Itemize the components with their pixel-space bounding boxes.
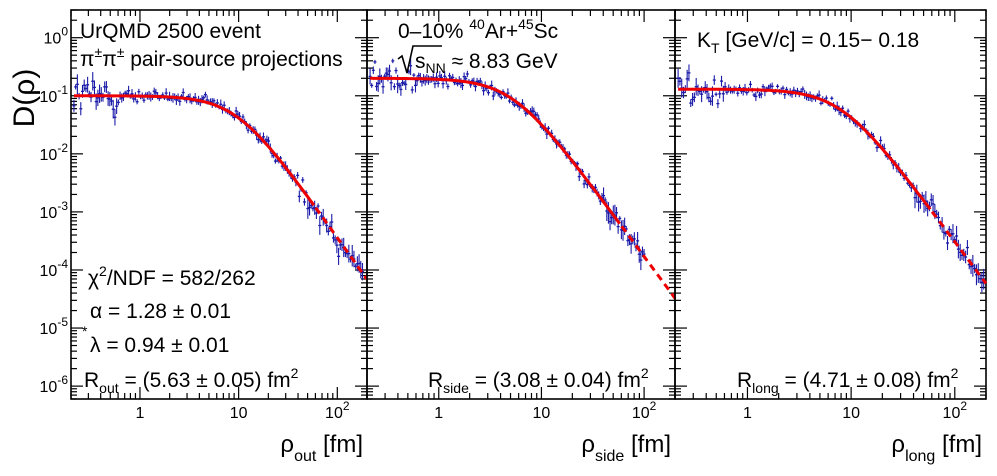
x-tick-label-long: 10 — [842, 405, 860, 422]
y-tick-label: 10-3 — [40, 199, 69, 222]
annot-radius-long: Rlong = (4.71 ± 0.08) fm2 — [737, 365, 959, 396]
fit-curve-long — [678, 87, 932, 211]
annot-lambda-star: * — [82, 323, 88, 339]
y-tick-label: 10-1 — [40, 83, 69, 106]
y-axis-label-rho: ρ — [8, 79, 41, 96]
fit-curve-extrapolation-side — [620, 225, 677, 300]
x-tick-label-out: 10 — [230, 405, 248, 422]
x-tick-label-out: 102 — [325, 399, 350, 422]
x-tick-label-long: 102 — [943, 399, 968, 422]
annot-chi2: χ2/NDF = 582/262 — [88, 263, 256, 290]
annot-pairs: π±π± pair-source projections — [80, 44, 343, 71]
annot-alpha: α = 1.28 ± 0.01 — [90, 300, 231, 323]
fit-curve-extrapolation-long — [930, 210, 988, 285]
panel-frame-long — [674, 9, 987, 400]
fit-curve-side — [370, 76, 621, 225]
y-tick-label: 10-4 — [40, 257, 69, 280]
panels-group: 1 10 102 100 10-1 10-2 10-3 10-4 10-5 10-6 ρout [f… — [40, 9, 988, 465]
y-tick-label: 10-2 — [40, 141, 69, 164]
annot-radius-side: Rside = (3.08 ± 0.04) fm2 — [428, 365, 649, 396]
annot-model: UrQMD 2500 event — [80, 20, 261, 43]
y-tick-label: 10-5 — [40, 315, 69, 338]
fit-curve-extrapolation-out — [314, 206, 369, 281]
y-tick-label: 100 — [44, 25, 69, 48]
annot-lambda: λ = 0.94 ± 0.01 — [90, 334, 229, 357]
x-tick-label-long: 1 — [743, 405, 752, 422]
annot-radius-out: Rout = (5.63 ± 0.05) fm2 — [84, 365, 299, 396]
x-tick-label-side: 10 — [533, 405, 551, 422]
x-tick-label-side: 102 — [632, 399, 657, 422]
fit-curve-out — [74, 94, 316, 207]
y-tick-label: 10-6 — [40, 373, 69, 396]
y-axis-label: D(ρ) — [8, 69, 41, 128]
x-tick-label-side: 1 — [434, 405, 443, 422]
annot-centrality: 0–10% 40Ar+45Sc — [398, 16, 558, 43]
sqrt-symbol — [397, 45, 442, 74]
x-axis-label-long: ρlong [fm] — [891, 431, 982, 465]
annot-kt: KT [GeV/c] = 0.15− 0.18 — [697, 29, 919, 56]
y-axis-label-D: D — [8, 106, 41, 128]
x-axis-label-side: ρside [fm] — [581, 431, 671, 465]
x-axis-label-out: ρout [fm] — [280, 431, 363, 465]
x-tick-label-out: 1 — [136, 405, 145, 422]
annot-energy: sNN ≈ 8.83 GeV — [415, 50, 558, 76]
